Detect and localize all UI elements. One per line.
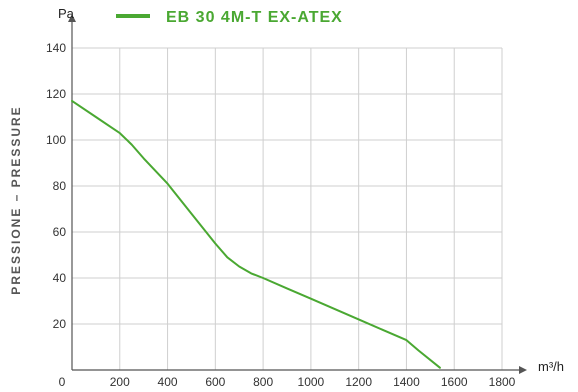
series-group (71, 99, 441, 369)
y-tick-label-120: 120 (46, 87, 66, 101)
chart-axes (68, 14, 527, 374)
x-tick-label-1800: 1800 (489, 375, 516, 389)
x-tick-label-1000: 1000 (298, 375, 325, 389)
x-tick-label-1400: 1400 (393, 375, 420, 389)
x-tick-label-800: 800 (253, 375, 273, 389)
y-tick-label-100: 100 (46, 133, 66, 147)
y-tick-label-140: 140 (46, 41, 66, 55)
series-line-0 (71, 99, 441, 369)
y-axis-arrow (68, 14, 76, 22)
x-tick-label-400: 400 (158, 375, 178, 389)
grid-lines (72, 47, 503, 370)
x-axis-arrow (519, 366, 527, 374)
x-tick-label-1600: 1600 (441, 375, 468, 389)
y-tick-label-40: 40 (53, 271, 67, 285)
x-tick-labels: 0 200 400 600 800 1000 1200 1400 1600 1800 (59, 375, 516, 389)
y-tick-label-80: 80 (53, 179, 67, 193)
y-axis-title: PRESSIONE – PRESSURE (9, 105, 23, 294)
x-tick-label-1200: 1200 (345, 375, 372, 389)
y-tick-label-20: 20 (53, 317, 67, 331)
x-tick-label-200: 200 (110, 375, 130, 389)
x-axis-unit: m³/h (538, 359, 564, 374)
legend-label: EB 30 4M-T EX-ATEX (166, 9, 343, 26)
y-tick-labels: 20 40 60 80 100 120 140 (46, 41, 66, 331)
y-axis-unit: Pa (58, 6, 75, 21)
x-tick-label-600: 600 (205, 375, 225, 389)
y-tick-label-60: 60 (53, 225, 67, 239)
x-tick-label-0: 0 (59, 375, 66, 389)
legend: EB 30 4M-T EX-ATEX (116, 9, 343, 26)
